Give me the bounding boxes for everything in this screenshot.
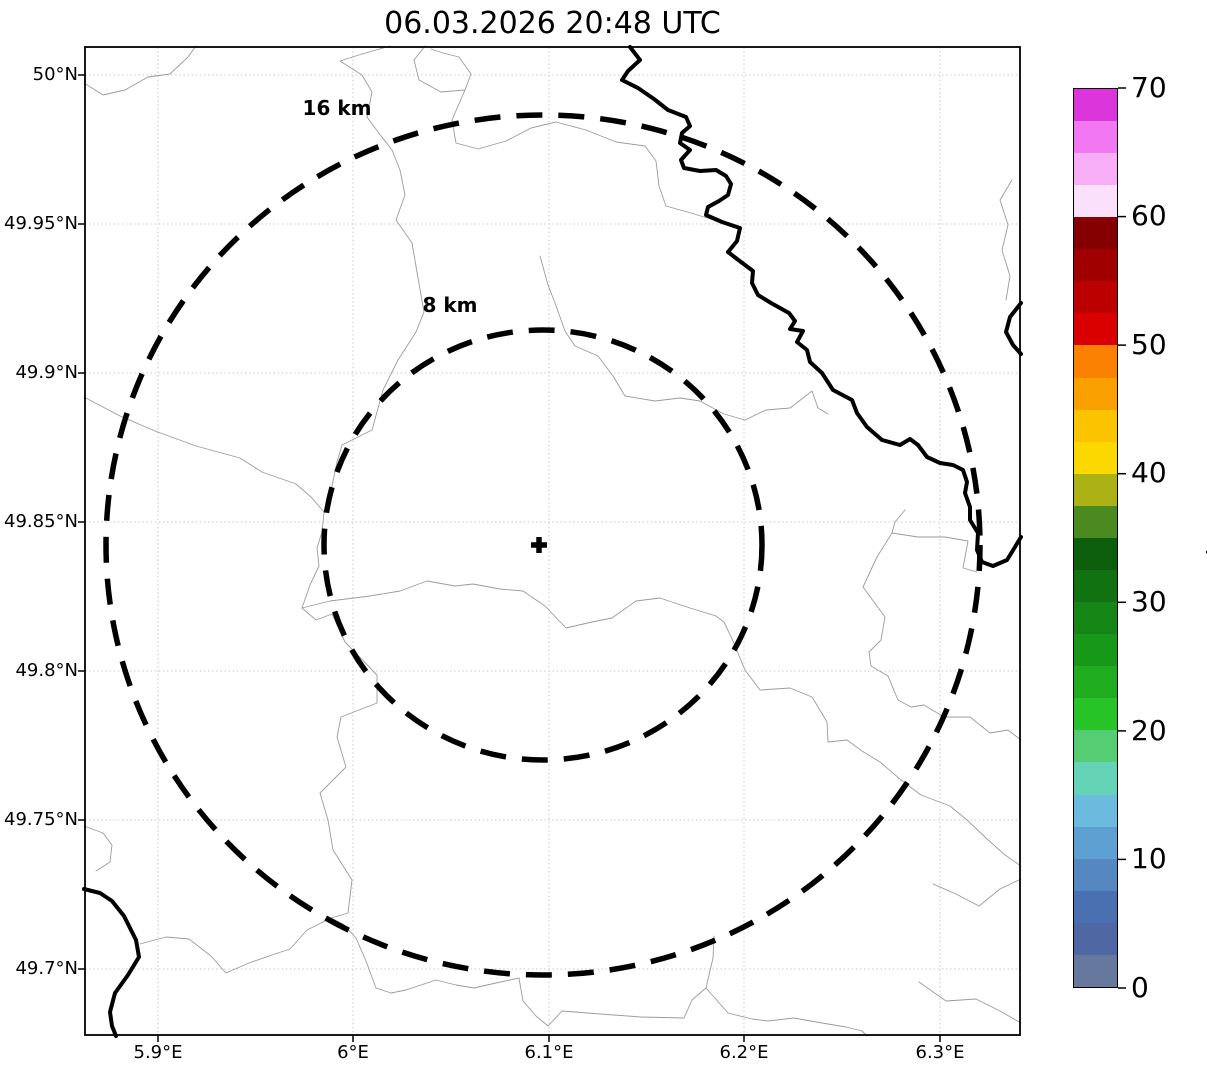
ytick-label: 49.95°N [4,213,78,234]
colorbar-segment [1074,152,1117,186]
colorbar-segment [1074,185,1117,218]
colorbar-segment [1074,345,1117,378]
range-ring-16km [103,112,983,978]
plot-title: 06.03.2026 20:48 UTC [384,6,721,41]
map-frame [84,46,1021,1036]
colorbar-segment [1074,120,1117,153]
colorbar-tick-label: 50 [1131,328,1167,361]
colorbar-segment [1074,569,1117,603]
ytick-label: 50°N [32,64,78,85]
colorbar-segment [1074,281,1117,314]
colorbar-segment [1074,377,1117,410]
colorbar-tick-label: 10 [1131,842,1167,875]
ytick-label: 49.7°N [15,958,78,979]
colorbar-segment [1074,249,1117,282]
colorbar-segment [1074,473,1117,506]
colorbar-tick-label: 60 [1131,199,1167,232]
colorbar-tick-label: 0 [1131,971,1149,1004]
river-border-thick [82,45,1023,1038]
xtick-label: 5.9°E [133,1042,183,1063]
colorbar-tick-label: 70 [1131,71,1167,104]
range-ring-8km [321,327,765,763]
colorbar-segment [1074,313,1117,346]
axis-tick-marks [78,74,941,1042]
colorbar-segment [1074,762,1117,795]
boundary-lines-thin [83,45,1022,1037]
ytick-label: 49.85°N [4,511,78,532]
colorbar-segment [1074,634,1117,667]
colorbar-segment [1074,826,1117,859]
colorbar-segment [1074,537,1117,570]
colorbar-segment [1074,922,1117,955]
colorbar-tick-marks [1118,87,1126,989]
colorbar-segment [1074,441,1117,474]
radar-center-marker [531,537,547,553]
colorbar-segment [1074,794,1117,827]
ytick-label: 49.9°N [15,362,78,383]
colorbar-segment [1074,602,1117,635]
ytick-label: 49.8°N [15,660,78,681]
colorbar-segment [1074,88,1117,121]
xtick-label: 6.1°E [524,1042,574,1063]
xtick-label: 6.2°E [719,1042,769,1063]
colorbar-segment [1074,409,1117,442]
grid-lines [85,47,1020,1035]
ytick-label: 49.75°N [4,809,78,830]
colorbar-tick-label: 30 [1131,585,1167,618]
xtick-label: 6.3°E [915,1042,965,1063]
xtick-label: 6°E [337,1042,369,1063]
colorbar-segment [1074,698,1117,731]
colorbar-tick-label: 20 [1131,714,1167,747]
colorbar-segment [1074,730,1117,763]
colorbar-segment [1074,505,1117,538]
colorbar-segment [1074,954,1117,987]
colorbar-axis-label: dBZ [1201,509,1207,567]
colorbar-segment [1074,890,1117,923]
colorbar-segment [1074,217,1117,250]
range-ring-label-8km: 8 km [422,293,478,317]
colorbar-tick-label: 40 [1131,456,1167,489]
colorbar-segment [1074,858,1117,891]
colorbar-gradient [1073,88,1118,988]
range-ring-label-16km: 16 km [302,96,372,120]
colorbar-segment [1074,666,1117,699]
